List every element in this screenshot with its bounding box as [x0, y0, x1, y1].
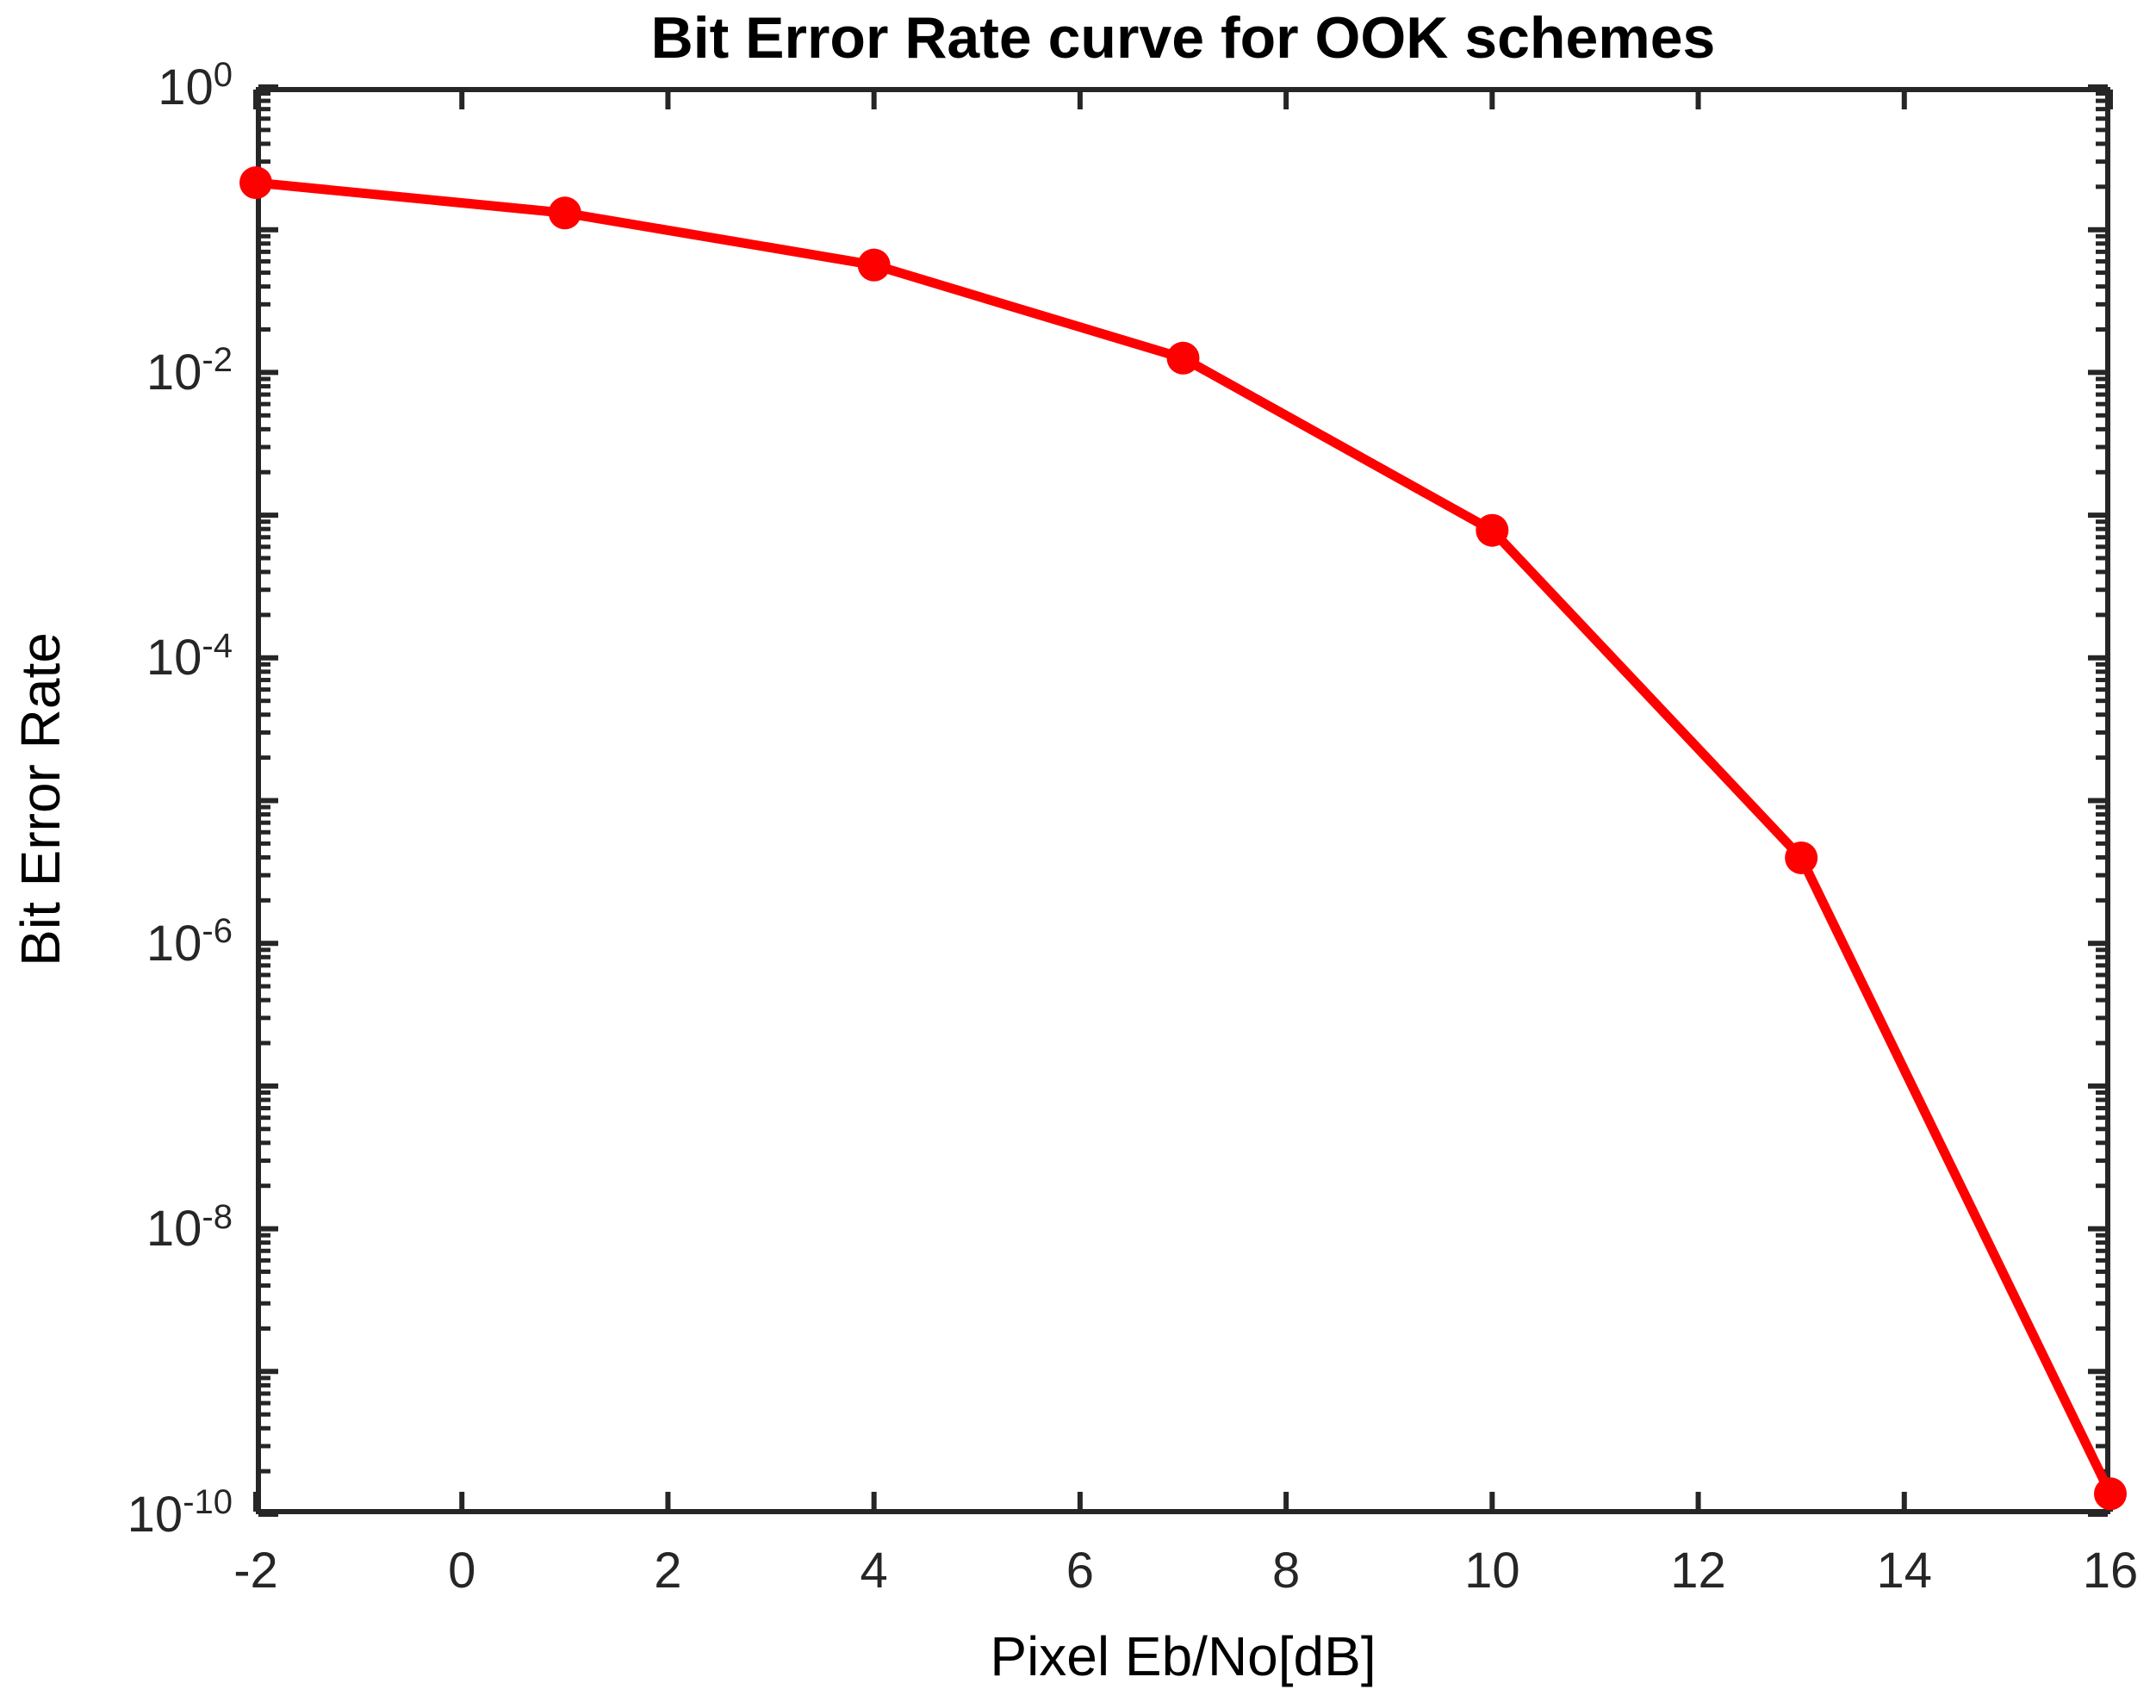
data-point-marker [1166, 341, 1200, 375]
y-tick-label: 10 -8 [146, 1197, 233, 1258]
x-axis-label: Pixel Eb/No[dB] [990, 1625, 1376, 1687]
data-point-marker [239, 166, 272, 200]
x-tick-label: 4 [860, 1543, 888, 1599]
y-tick-label: 10 -4 [146, 626, 233, 686]
data-point-marker [857, 248, 891, 282]
data-point-marker [548, 196, 581, 230]
data-point-marker [1785, 841, 1818, 874]
y-tick-label: 10 -10 [127, 1483, 233, 1543]
x-tick-label: 0 [448, 1543, 476, 1599]
x-tick-label: 10 [1464, 1543, 1520, 1599]
data-point-marker [2094, 1477, 2127, 1511]
x-tick-label: 8 [1271, 1543, 1301, 1599]
x-tick-label: 14 [1876, 1543, 1933, 1599]
chart-title: Bit Error Rate curve for OOK schemes [650, 5, 1716, 71]
x-tick-label: -2 [233, 1543, 278, 1599]
x-tick-label: 12 [1670, 1543, 1726, 1599]
ber-curve-line [255, 177, 2115, 1496]
y-tick-label: 10 -2 [146, 341, 233, 401]
x-tick-label: 16 [2082, 1543, 2139, 1599]
data-point-marker [1476, 513, 1509, 547]
x-tick-label: 6 [1066, 1543, 1094, 1599]
y-tick-label: 10 0 [158, 56, 233, 115]
y-tick-label: 10 -6 [146, 912, 233, 972]
x-tick-label: 2 [654, 1543, 682, 1599]
axes-box [256, 87, 2110, 1514]
plot-area [239, 84, 2127, 1517]
